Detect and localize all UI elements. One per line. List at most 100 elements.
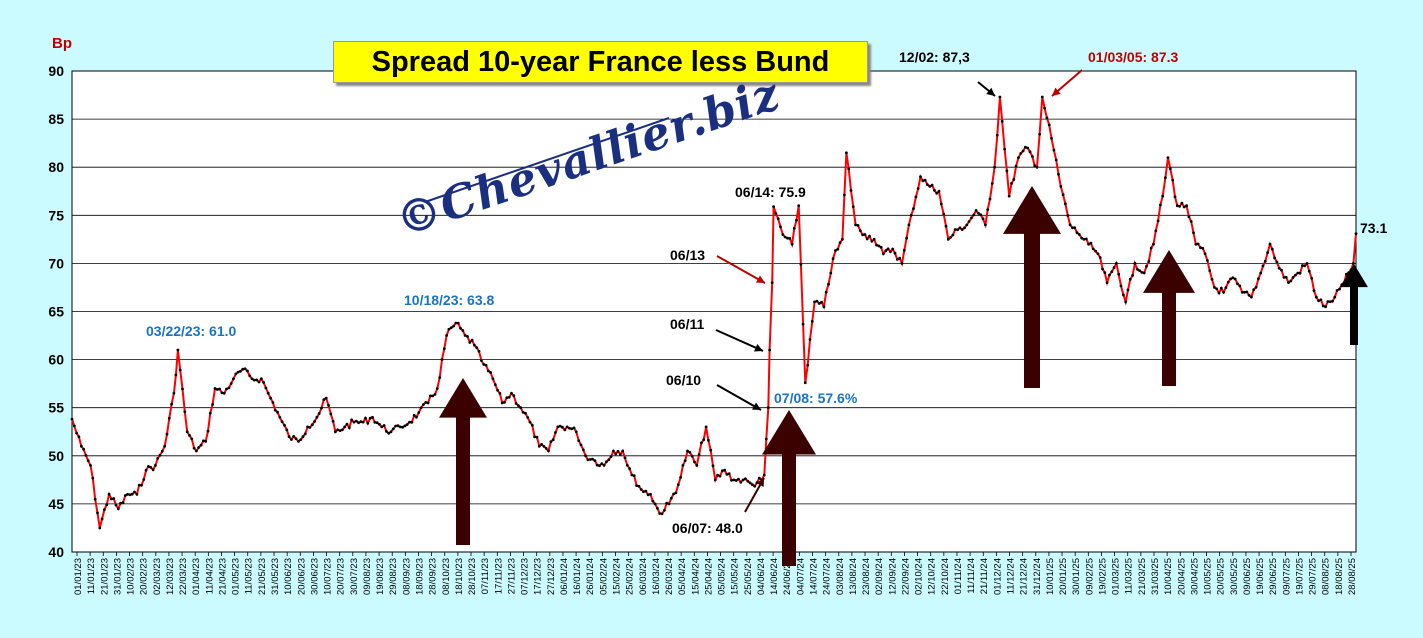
y-tick-label: 60	[48, 352, 64, 368]
x-tick-label: 01/12/24	[992, 558, 1003, 595]
x-tick-label: 21/05/23	[257, 558, 268, 595]
data-point	[445, 334, 448, 337]
data-point	[1231, 276, 1235, 280]
data-point	[283, 423, 286, 427]
data-point	[554, 431, 557, 434]
x-tick-label: 02/10/24	[914, 558, 925, 595]
data-point	[831, 257, 835, 260]
data-point	[1291, 276, 1295, 279]
data-point	[350, 418, 353, 422]
annotation-pointer-head	[1052, 87, 1061, 96]
data-point	[528, 420, 532, 424]
data-point	[937, 189, 941, 193]
data-point	[96, 511, 99, 515]
data-point	[1133, 262, 1137, 265]
y-tick-label: 40	[48, 544, 64, 560]
data-point	[239, 369, 242, 373]
data-point	[820, 300, 823, 304]
data-point	[466, 335, 469, 338]
data-point	[1007, 194, 1011, 198]
annotation-label: 12/02: 87,3	[899, 49, 970, 65]
data-point	[681, 464, 685, 467]
data-point	[851, 205, 855, 209]
data-point	[658, 512, 662, 515]
data-point	[979, 213, 983, 217]
x-tick-label: 02/09/24	[874, 558, 885, 595]
x-tick-label: 10/04/25	[1163, 558, 1174, 595]
data-point	[530, 423, 534, 427]
x-tick-label: 19/06/25	[1255, 558, 1266, 595]
data-point	[570, 427, 574, 431]
data-point	[519, 406, 523, 410]
data-point	[1229, 277, 1232, 281]
x-tick-label: 11/04/23	[204, 558, 215, 594]
y-tick-label: 75	[48, 207, 64, 223]
data-point	[762, 473, 766, 477]
data-point	[1152, 242, 1155, 246]
x-tick-label: 21/03/25	[1137, 558, 1148, 595]
data-point	[151, 468, 155, 472]
data-point	[454, 321, 458, 325]
x-tick-label: 11/05/23	[244, 558, 255, 594]
data-point	[639, 488, 643, 491]
data-point	[1154, 229, 1158, 233]
x-tick-label: 01/01/23	[73, 558, 84, 595]
data-point	[595, 463, 599, 467]
x-tick-label: 05/02/24	[598, 558, 609, 595]
annotation-pointer	[716, 255, 766, 284]
data-point	[126, 492, 129, 496]
data-point	[456, 321, 460, 325]
data-point	[389, 430, 393, 434]
data-point	[190, 437, 194, 441]
data-point	[902, 248, 906, 252]
data-point	[334, 430, 337, 434]
data-point	[572, 426, 576, 430]
data-point	[1119, 284, 1123, 288]
annotation-pointer-head	[754, 343, 763, 352]
data-point	[269, 396, 272, 400]
data-point	[1206, 259, 1209, 262]
data-point	[517, 404, 520, 407]
data-point	[847, 167, 851, 171]
annotation-label: 07/08: 57.6%	[774, 390, 858, 406]
data-point	[1142, 271, 1146, 275]
x-tick-label: 11/03/25	[1124, 558, 1135, 594]
data-point	[331, 419, 335, 423]
data-point	[753, 484, 757, 488]
data-point	[1280, 268, 1283, 272]
data-point	[1014, 164, 1018, 168]
data-point	[1287, 281, 1290, 284]
data-point	[243, 367, 247, 371]
data-point	[697, 453, 701, 456]
data-point	[669, 496, 673, 500]
data-point	[882, 252, 885, 256]
data-point	[1089, 241, 1093, 245]
data-point	[220, 391, 224, 395]
data-point	[408, 420, 411, 424]
x-tick-label: 11/01/23	[86, 558, 97, 594]
data-point	[1236, 282, 1239, 286]
data-point	[1319, 298, 1323, 302]
series-line	[71, 96, 1357, 529]
x-tick-label: 19/08/23	[375, 558, 386, 595]
data-point	[294, 437, 298, 440]
data-point	[1266, 251, 1269, 255]
x-tick-label: 30/07/23	[349, 558, 360, 595]
data-point	[361, 420, 365, 424]
data-point	[788, 237, 792, 240]
x-tick-label: 28/08/25	[1347, 558, 1358, 595]
data-point	[953, 228, 957, 231]
x-tick-label: 07/12/23	[520, 558, 531, 595]
x-tick-label: 18/08/25	[1334, 558, 1345, 595]
data-point	[322, 398, 326, 401]
data-point	[1082, 237, 1086, 241]
data-point	[895, 258, 899, 261]
data-point	[605, 460, 608, 464]
data-point	[665, 501, 669, 505]
x-tick-label: 27/12/23	[546, 558, 557, 595]
data-point	[1159, 203, 1162, 207]
data-point	[772, 205, 775, 209]
data-point	[1208, 269, 1212, 272]
data-point	[415, 415, 418, 419]
data-point	[965, 223, 969, 227]
